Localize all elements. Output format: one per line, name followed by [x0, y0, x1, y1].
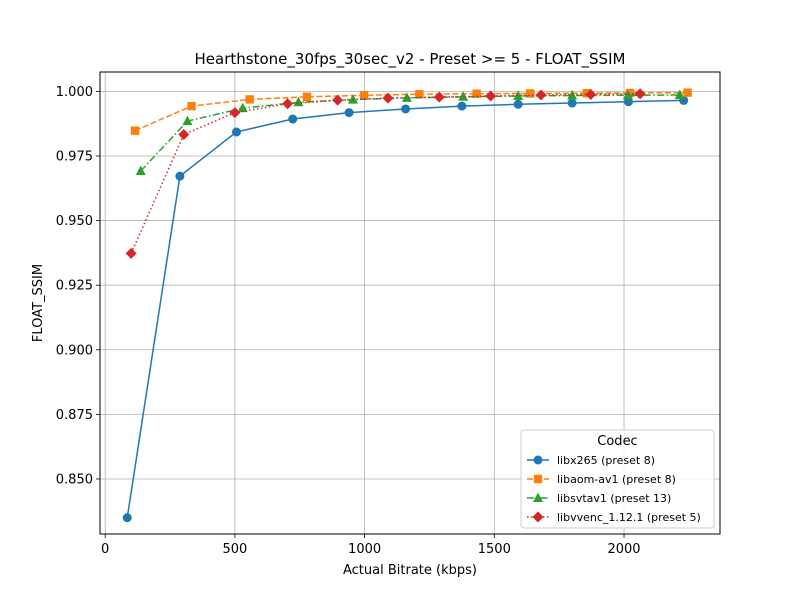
- y-tick-label: 0.850: [56, 472, 93, 487]
- x-tick-label: 1000: [348, 542, 381, 557]
- legend-label: libsvtav1 (preset 13): [557, 492, 671, 505]
- data-point: [282, 98, 294, 110]
- data-point: [433, 91, 445, 103]
- data-point: [182, 115, 193, 126]
- data-point: [293, 96, 304, 107]
- data-point: [229, 107, 241, 119]
- data-point: [585, 88, 597, 100]
- data-point: [302, 92, 312, 102]
- data-point: [457, 101, 467, 111]
- data-point: [332, 94, 344, 106]
- legend-entry: libx265 (preset 8): [527, 454, 655, 467]
- series-4: [125, 88, 646, 259]
- data-point: [122, 513, 132, 523]
- legend: Codec libx265 (preset 8) libaom-av1 (pres…: [520, 429, 715, 529]
- data-point: [344, 108, 354, 118]
- x-tick-label: 500: [222, 542, 247, 557]
- series-1: [122, 95, 689, 523]
- y-tick-label: 1.000: [56, 85, 93, 100]
- legend-marker: [533, 455, 543, 465]
- legend-box: [520, 429, 715, 529]
- legend-label: libvvenc_1.12.1 (preset 5): [557, 511, 701, 524]
- legend-entry: libaom-av1 (preset 8): [527, 473, 676, 486]
- data-point: [415, 90, 424, 99]
- x-tick-label: 1500: [478, 542, 511, 557]
- data-point: [634, 88, 646, 100]
- series-line: [130, 92, 641, 254]
- y-tick-label: 0.975: [56, 149, 93, 164]
- data-point: [175, 171, 185, 181]
- plot-frame: [99, 71, 721, 535]
- tick-layer: 0 500 1000 1500 2000 0.850 0.875 0.900 0.925 0.95…: [56, 85, 641, 557]
- y-tick-label: 0.950: [56, 214, 93, 229]
- data-point: [525, 89, 535, 98]
- x-axis-label: Actual Bitrate (kbps): [343, 563, 477, 578]
- data-point: [674, 89, 685, 99]
- data-point: [187, 101, 196, 111]
- data-point: [623, 97, 633, 107]
- grid-layer: [100, 72, 720, 534]
- chart-title: Hearthstone_30fps_30sec_v2 - Preset >= 5…: [195, 50, 626, 69]
- data-point: [382, 92, 394, 104]
- legend-entry: libvvenc_1.12.1 (preset 5): [527, 511, 701, 524]
- data-point: [458, 91, 469, 101]
- legend-label: libx265 (preset 8): [557, 454, 655, 467]
- data-point: [135, 165, 146, 175]
- x-tick-label: 2000: [607, 542, 640, 557]
- series-layer: [122, 88, 692, 523]
- legend-marker: [533, 474, 543, 484]
- legend-entry: libsvtav1 (preset 13): [527, 492, 671, 505]
- data-point: [535, 89, 547, 101]
- data-point: [178, 129, 190, 141]
- data-point: [625, 88, 635, 98]
- legend-marker: [532, 511, 544, 523]
- data-point: [485, 90, 497, 102]
- data-point: [683, 88, 692, 97]
- legend-entries: libx265 (preset 8) libaom-av1 (preset 8) l…: [527, 454, 701, 524]
- data-point: [567, 98, 577, 108]
- data-point: [125, 247, 137, 259]
- data-point: [401, 92, 412, 102]
- x-tick-label: 0: [101, 542, 109, 557]
- data-point: [245, 95, 254, 104]
- data-point: [237, 102, 248, 113]
- data-point: [513, 99, 523, 109]
- data-point: [401, 104, 411, 114]
- legend-marker: [533, 492, 543, 502]
- data-point: [130, 126, 140, 135]
- data-point: [513, 90, 524, 101]
- y-tick-label: 0.900: [56, 343, 93, 358]
- legend-title: Codec: [597, 434, 637, 449]
- data-point: [472, 89, 481, 98]
- legend-label: libaom-av1 (preset 8): [557, 473, 676, 486]
- data-point: [359, 91, 369, 100]
- data-point: [231, 127, 241, 137]
- data-point: [567, 90, 578, 100]
- y-tick-label: 0.875: [56, 408, 93, 423]
- y-tick-label: 0.925: [56, 279, 93, 294]
- data-point: [622, 89, 633, 100]
- y-axis-label: FLOAT_SSIM: [31, 264, 46, 342]
- data-point: [288, 114, 298, 124]
